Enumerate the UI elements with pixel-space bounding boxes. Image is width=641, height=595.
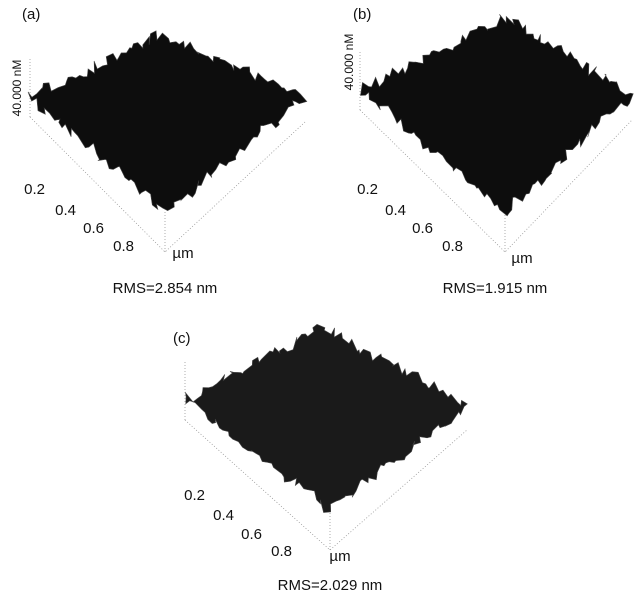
tick-label: 0.2 (24, 181, 45, 198)
axis-line (29, 116, 306, 253)
surface (27, 30, 308, 211)
surface (360, 14, 634, 217)
z-axis-label: 40.000 nM (342, 34, 356, 91)
tick-label: 0.6 (241, 526, 262, 543)
unit-label: µm (172, 245, 193, 262)
panel-label: (b) (353, 6, 371, 23)
tick-label: 0.8 (442, 238, 463, 255)
unit-label: µm (329, 548, 350, 565)
tick-label: 0.4 (55, 202, 76, 219)
caption: RMS=1.915 nm (443, 280, 548, 297)
tick-label: 0.8 (271, 543, 292, 560)
surface (185, 324, 468, 513)
tick-label: 0.4 (385, 202, 406, 219)
panel-label: (a) (22, 6, 40, 23)
caption: RMS=2.854 nm (113, 280, 218, 297)
tick-label: 0.6 (412, 220, 433, 237)
tick-label: 0.4 (213, 507, 234, 524)
caption: RMS=2.029 nm (278, 577, 383, 594)
z-axis-label: 40.000 nM (10, 60, 24, 117)
tick-label: 0.8 (113, 238, 134, 255)
panel-label: (c) (173, 330, 191, 347)
tick-label: 0.2 (184, 487, 205, 504)
tick-label: 0.2 (357, 181, 378, 198)
tick-label: 0.6 (83, 220, 104, 237)
unit-label: µm (511, 250, 532, 267)
